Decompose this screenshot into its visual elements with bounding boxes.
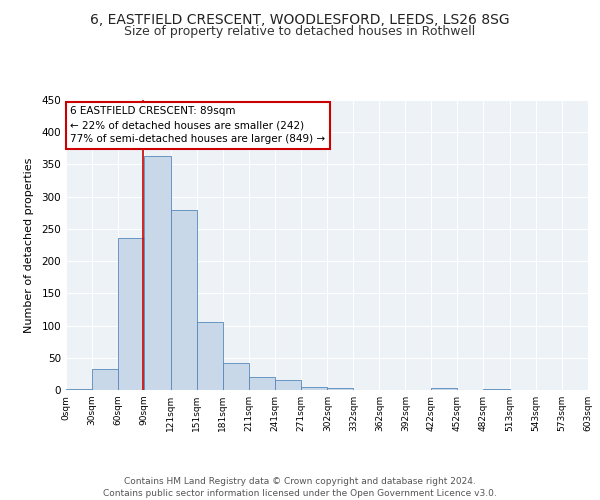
Bar — [223, 363, 248, 390]
Bar — [248, 377, 275, 390]
Text: Contains HM Land Registry data © Crown copyright and database right 2024.
Contai: Contains HM Land Registry data © Crown c… — [103, 476, 497, 498]
Bar — [431, 388, 457, 390]
Text: Size of property relative to detached houses in Rothwell: Size of property relative to detached ho… — [124, 25, 476, 38]
Bar — [328, 388, 353, 390]
Bar — [171, 210, 197, 390]
Bar — [483, 388, 510, 390]
Bar — [275, 380, 301, 390]
Bar — [92, 368, 118, 390]
Text: 6 EASTFIELD CRESCENT: 89sqm
← 22% of detached houses are smaller (242)
77% of se: 6 EASTFIELD CRESCENT: 89sqm ← 22% of det… — [70, 106, 325, 144]
Bar — [197, 322, 223, 390]
Y-axis label: Number of detached properties: Number of detached properties — [25, 158, 34, 332]
Bar — [301, 387, 328, 390]
Bar — [144, 156, 171, 390]
Bar — [118, 238, 144, 390]
Text: 6, EASTFIELD CRESCENT, WOODLESFORD, LEEDS, LS26 8SG: 6, EASTFIELD CRESCENT, WOODLESFORD, LEED… — [90, 12, 510, 26]
Bar — [66, 388, 92, 390]
